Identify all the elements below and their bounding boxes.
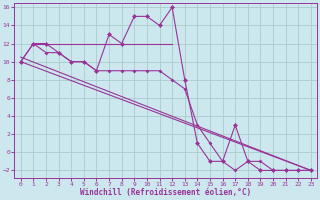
X-axis label: Windchill (Refroidissement éolien,°C): Windchill (Refroidissement éolien,°C) — [80, 188, 252, 197]
